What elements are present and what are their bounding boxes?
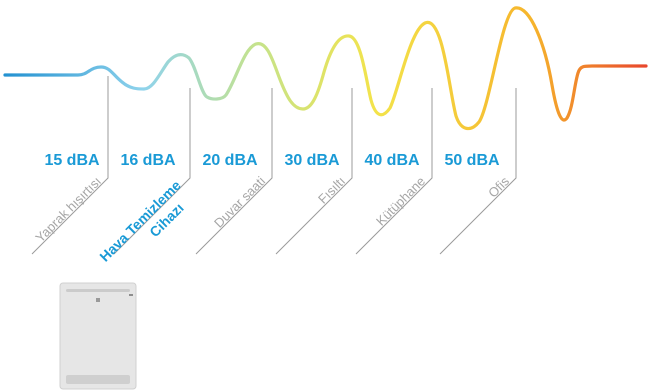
source-label: Yaprak hışırtısı [32,174,104,246]
source-label: Fısıltı [315,174,348,207]
source-label: Duvar saati [211,173,268,230]
source-label-text: Yaprak hışırtısı [32,174,104,246]
source-label-text: Kütüphane [373,174,428,229]
dba-value: 40 dBA [364,152,420,169]
source-label-text: Ofis [485,173,512,200]
sound-wave [3,6,648,131]
source-label: Ofis [485,173,512,200]
divider-line [275,88,353,255]
dba-value: 16 dBA [120,152,176,169]
source-label: Kütüphane [373,174,428,229]
source-label-text: Fısıltı [315,174,348,207]
divider-line [195,88,273,255]
dba-value: 30 dBA [284,152,340,169]
dba-values: 15 dBA 16 dBA 20 dBA 30 dBA 40 dBA 50 dBA [44,152,500,169]
divider-line [439,88,517,255]
divider-line [31,76,109,255]
divider-line [355,88,433,255]
divider-line [113,88,191,255]
scale-dividers [31,76,517,255]
air-purifier-icon [59,282,137,390]
source-label-text: Duvar saati [211,173,268,230]
dba-value: 50 dBA [444,152,500,169]
dba-value: 20 dBA [202,152,258,169]
dba-value: 15 dBA [44,152,100,169]
